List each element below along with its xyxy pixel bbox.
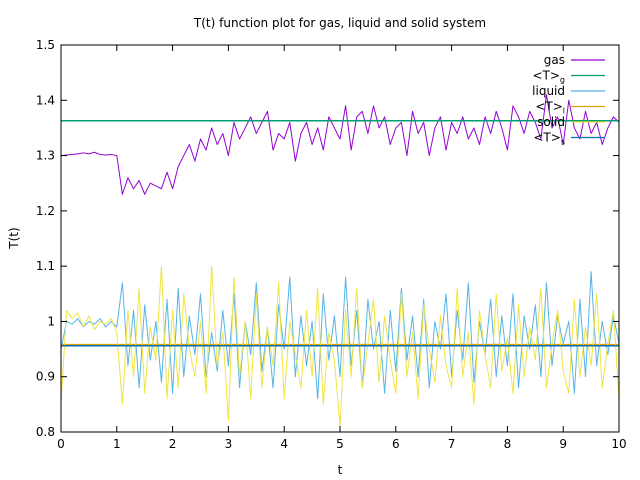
series-line-0 [60,94,620,195]
legend-subscript-5: s [561,138,565,147]
x-tick-label: 9 [559,437,567,451]
series-line-2 [60,271,620,400]
x-axis-label: t [338,463,343,477]
x-tick-label: 8 [504,437,512,451]
axis-layer: 0 1 2 3 4 5 6 7 8 9 10 0.8 0.9 1 1.1 1.2 1.3 1.4 1.5 [36,38,627,451]
x-tick-label: 10 [611,437,626,451]
x-tick-label: 7 [448,437,456,451]
y-tick-label: 0.8 [36,425,55,439]
x-tick-label: 1 [113,437,121,451]
y-tick-label: 1.1 [36,259,55,273]
x-tick-label: 0 [57,437,65,451]
legend-label-2: liquid [532,84,565,98]
x-tick-label: 3 [225,437,233,451]
y-tick-label: 1.3 [36,149,55,163]
legend-subscript-1: g [560,76,565,85]
chart-title: T(t) function plot for gas, liquid and s… [193,16,486,30]
y-tick-label: 1.2 [36,204,55,218]
x-tick-label: 6 [392,437,400,451]
legend-label-3: <T>l [535,100,565,116]
y-tick-label: 1 [47,314,55,328]
y-tick-label: 1.5 [36,38,55,52]
plot-frame [60,44,620,433]
legend-subscript-3: l [563,107,565,116]
y-tick-label: 1.4 [36,93,55,107]
legend-label-1: <T>g [532,69,565,85]
x-tick-label: 5 [336,437,344,451]
legend-label-5: <T>s [533,131,565,147]
series-layer [60,94,620,427]
x-tick-label: 2 [169,437,177,451]
y-tick-label: 0.9 [36,370,55,384]
legend-label-4: solid [537,115,565,129]
x-tick-label: 4 [280,437,288,451]
legend-label-0: gas [544,53,565,67]
y-axis-label: T(t) [7,227,21,249]
